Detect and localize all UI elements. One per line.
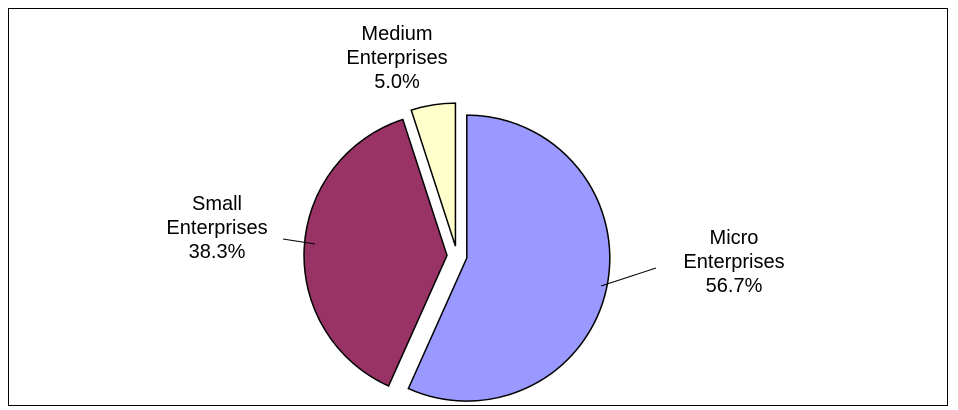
leader-line-micro-enterprises xyxy=(600,267,657,287)
slice-name-line: Enterprises xyxy=(346,47,447,69)
slice-percent: 5.0% xyxy=(374,71,420,93)
slice-percent: 56.7% xyxy=(706,275,763,297)
pie-slice-small-enterprises xyxy=(303,118,448,387)
pie-slice-medium-enterprises xyxy=(410,102,457,247)
slice-percent: 38.3% xyxy=(189,241,246,263)
data-label-micro-enterprises: Micro Enterprises 56.7% xyxy=(683,227,784,297)
leader-line-small-enterprises xyxy=(282,238,316,245)
pie-slice-micro-enterprises xyxy=(407,114,611,402)
slice-name-line: Enterprises xyxy=(683,251,784,273)
slice-name-line: Small xyxy=(192,193,242,215)
data-label-medium-enterprises: Medium Enterprises 5.0% xyxy=(346,23,447,93)
data-label-small-enterprises: Small Enterprises 38.3% xyxy=(166,193,267,263)
slice-name-line: Micro xyxy=(710,227,759,249)
slice-name-line: Medium xyxy=(361,23,432,45)
slice-name-line: Enterprises xyxy=(166,217,267,239)
